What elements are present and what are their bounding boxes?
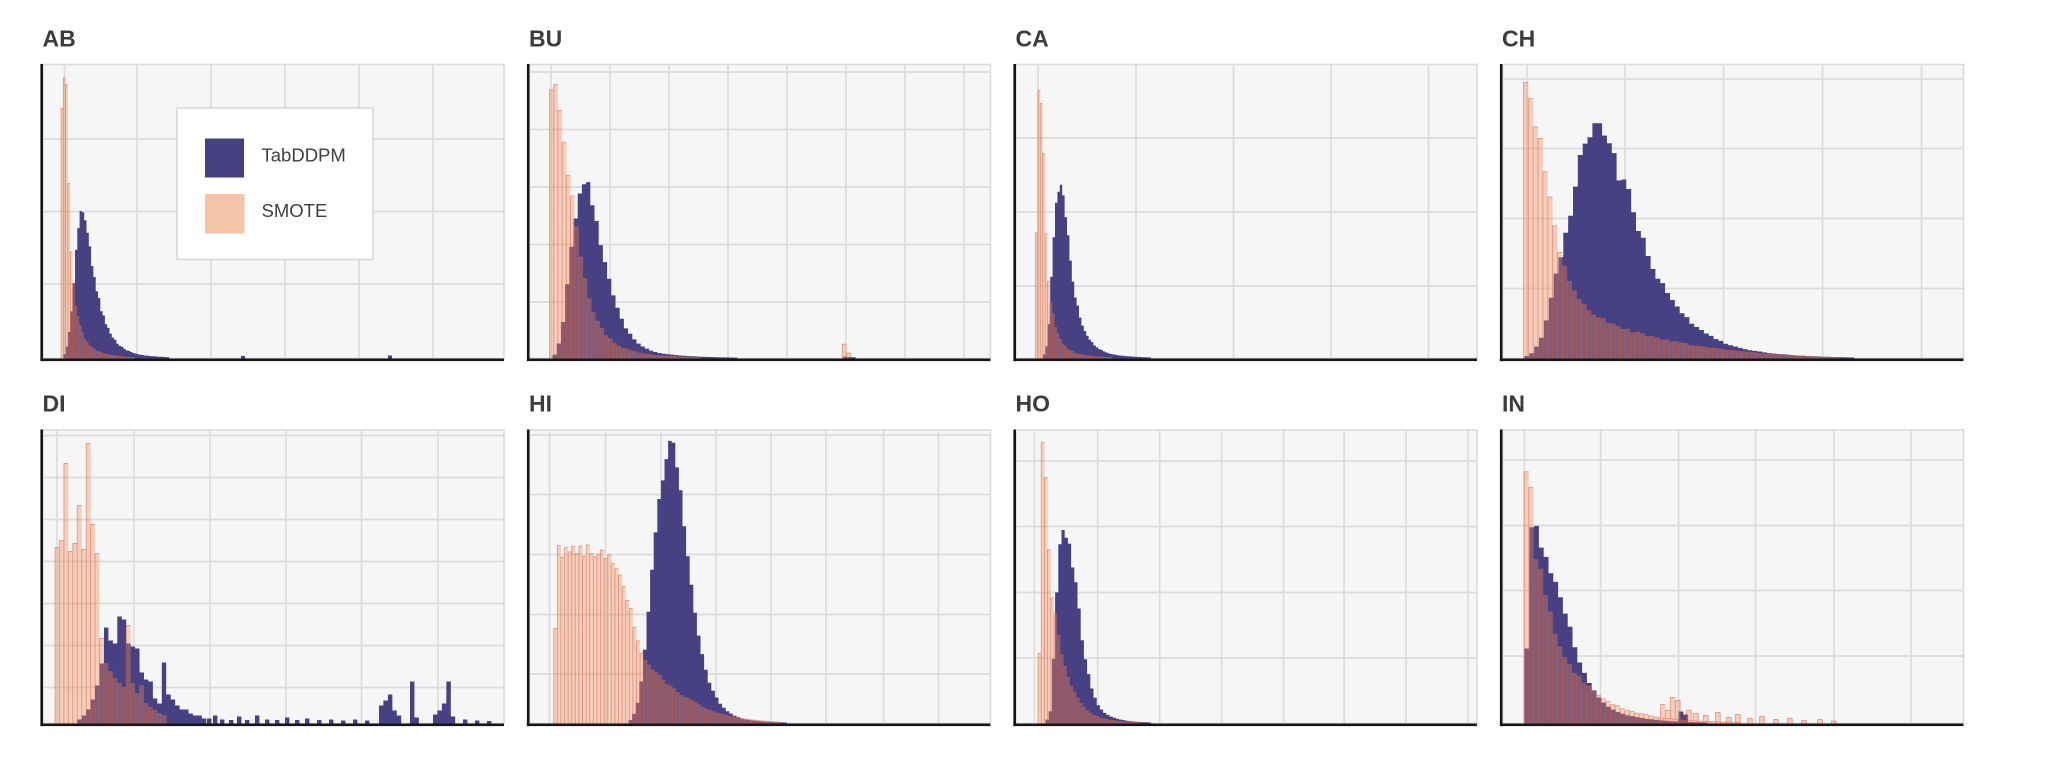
svg-text:CH: CH bbox=[1502, 26, 1535, 52]
svg-text:AB: AB bbox=[43, 26, 76, 52]
svg-text:HO: HO bbox=[1016, 391, 1051, 417]
svg-text:SMOTE: SMOTE bbox=[262, 200, 328, 221]
svg-text:DI: DI bbox=[43, 391, 66, 417]
svg-text:TabDDPM: TabDDPM bbox=[262, 145, 346, 166]
svg-text:BU: BU bbox=[529, 26, 562, 52]
svg-text:IN: IN bbox=[1502, 391, 1525, 417]
svg-text:HI: HI bbox=[529, 391, 552, 417]
svg-text:CA: CA bbox=[1016, 26, 1049, 52]
